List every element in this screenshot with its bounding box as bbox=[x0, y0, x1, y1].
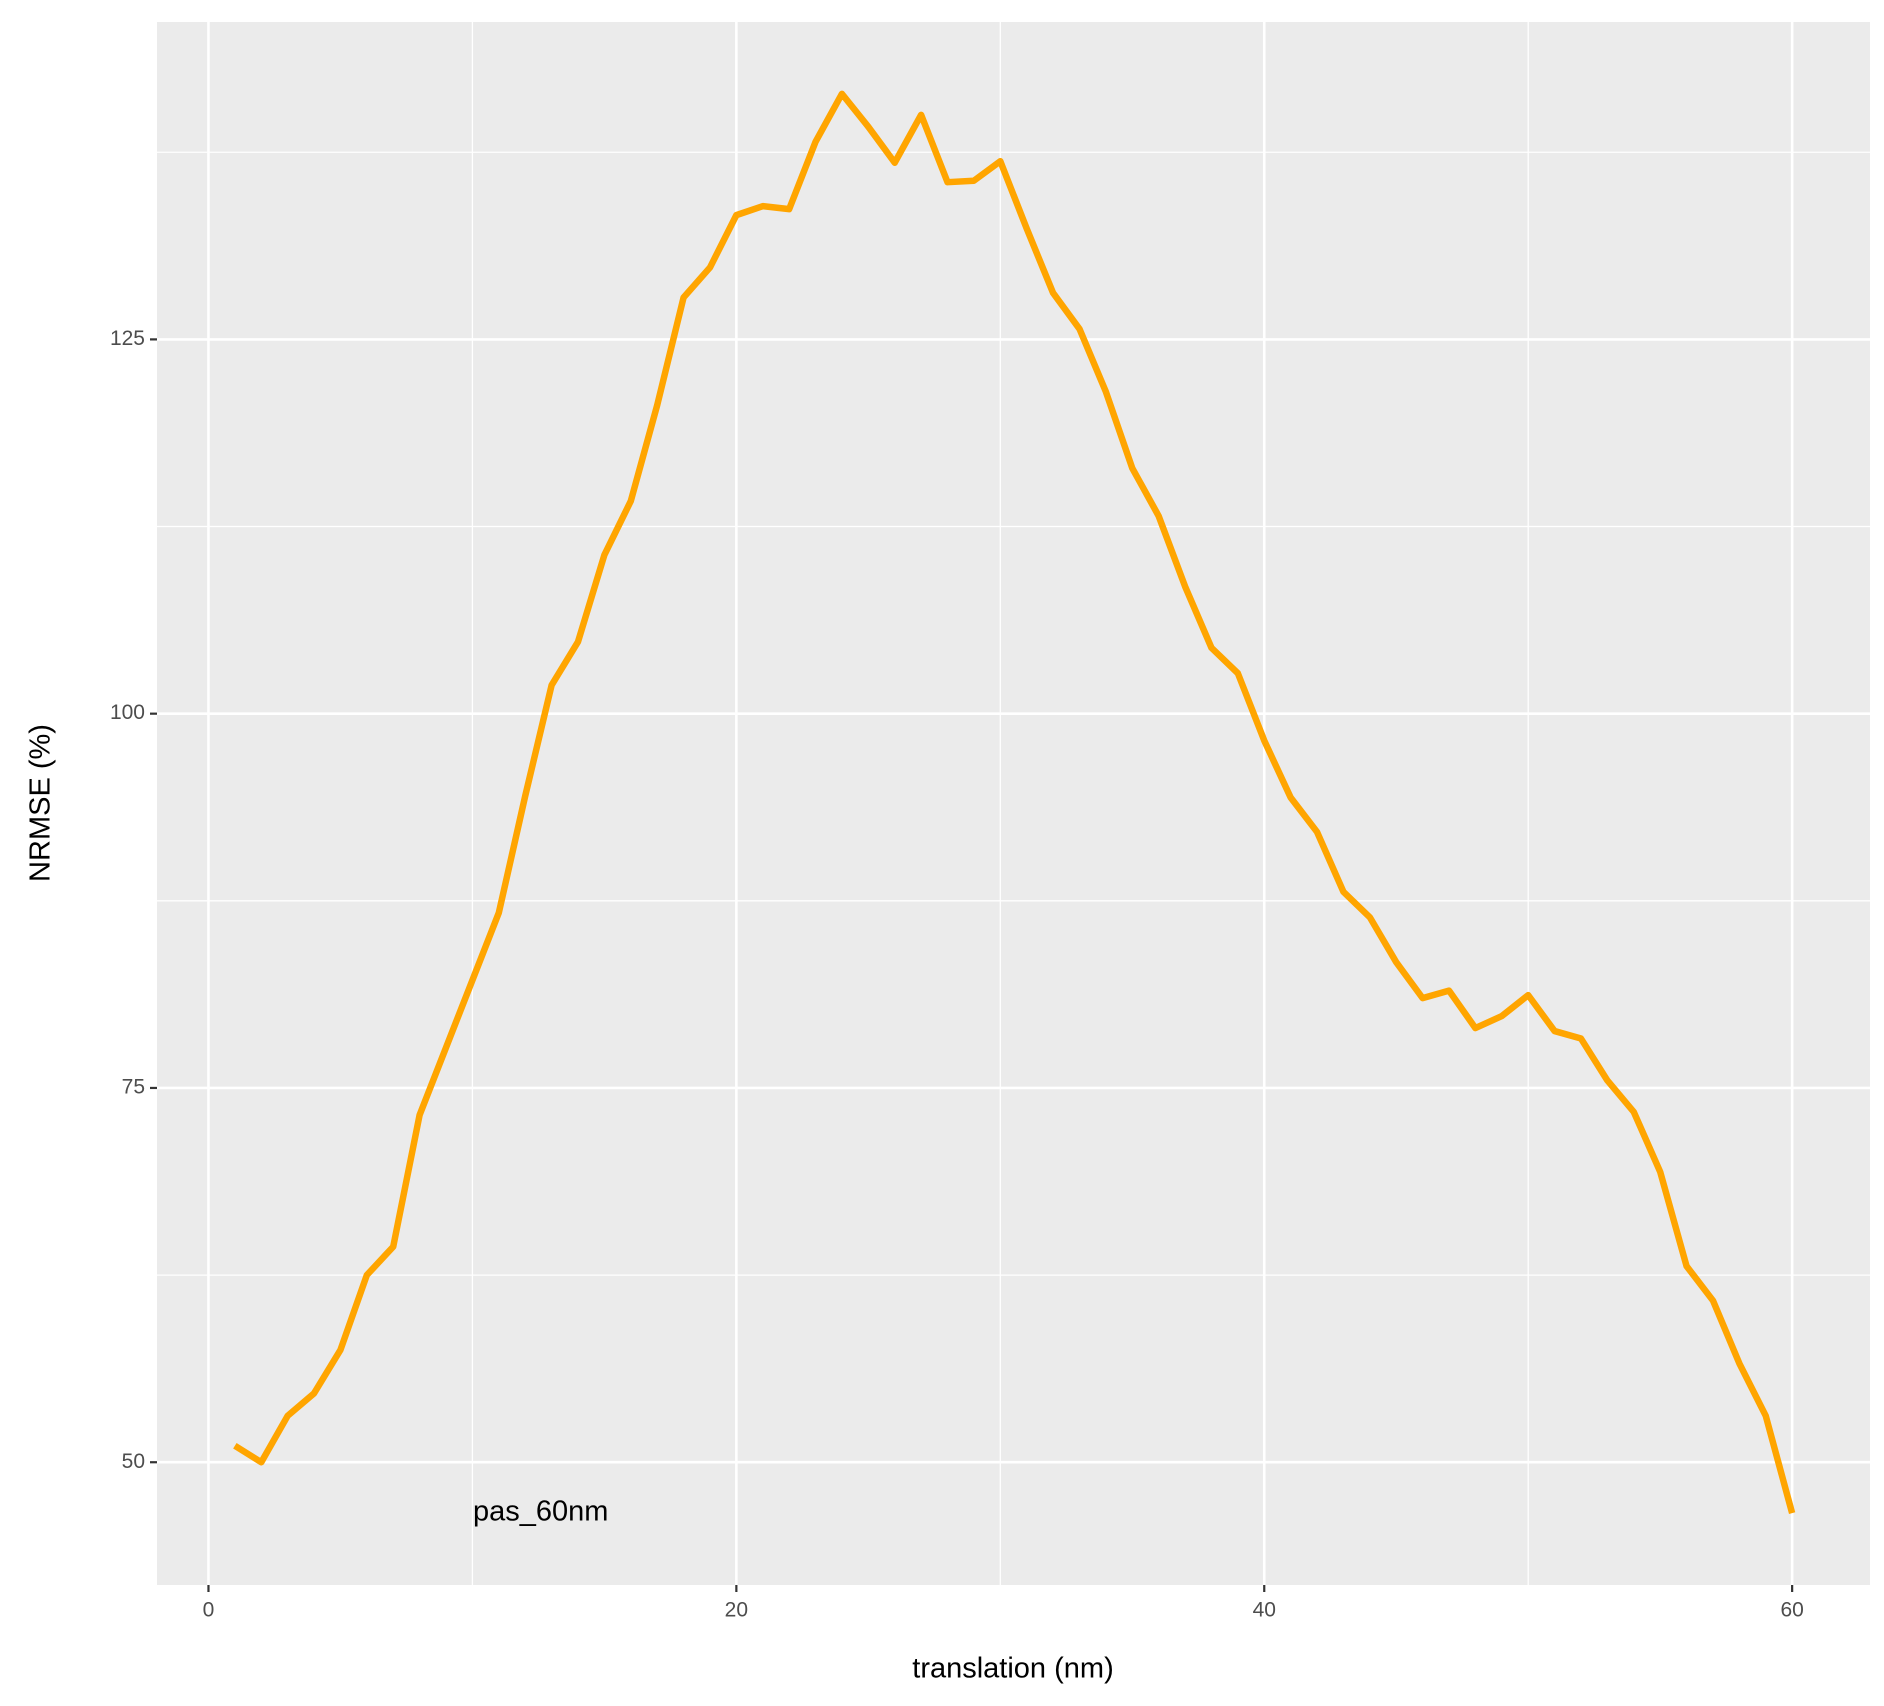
y-tick-label: 75 bbox=[122, 1076, 145, 1099]
annotation: pas_60nm bbox=[473, 1496, 608, 1528]
line bbox=[233, 90, 1796, 1514]
x-tick-label: 60 bbox=[1780, 1599, 1803, 1622]
y-tick-label: 100 bbox=[110, 701, 145, 724]
x-tick-label: 0 bbox=[203, 1599, 215, 1622]
grid bbox=[157, 22, 1870, 1585]
panel-background bbox=[157, 22, 1870, 1585]
x-tick-label: 40 bbox=[1253, 1599, 1276, 1622]
y-tick-label: 50 bbox=[122, 1450, 145, 1473]
y-tick-label: 125 bbox=[110, 327, 145, 350]
marks bbox=[233, 90, 1796, 1514]
y-axis-title: NRMSE (%) bbox=[25, 724, 57, 882]
x-axis-title: translation (nm) bbox=[912, 1653, 1113, 1685]
x-tick-label: 20 bbox=[725, 1599, 748, 1622]
